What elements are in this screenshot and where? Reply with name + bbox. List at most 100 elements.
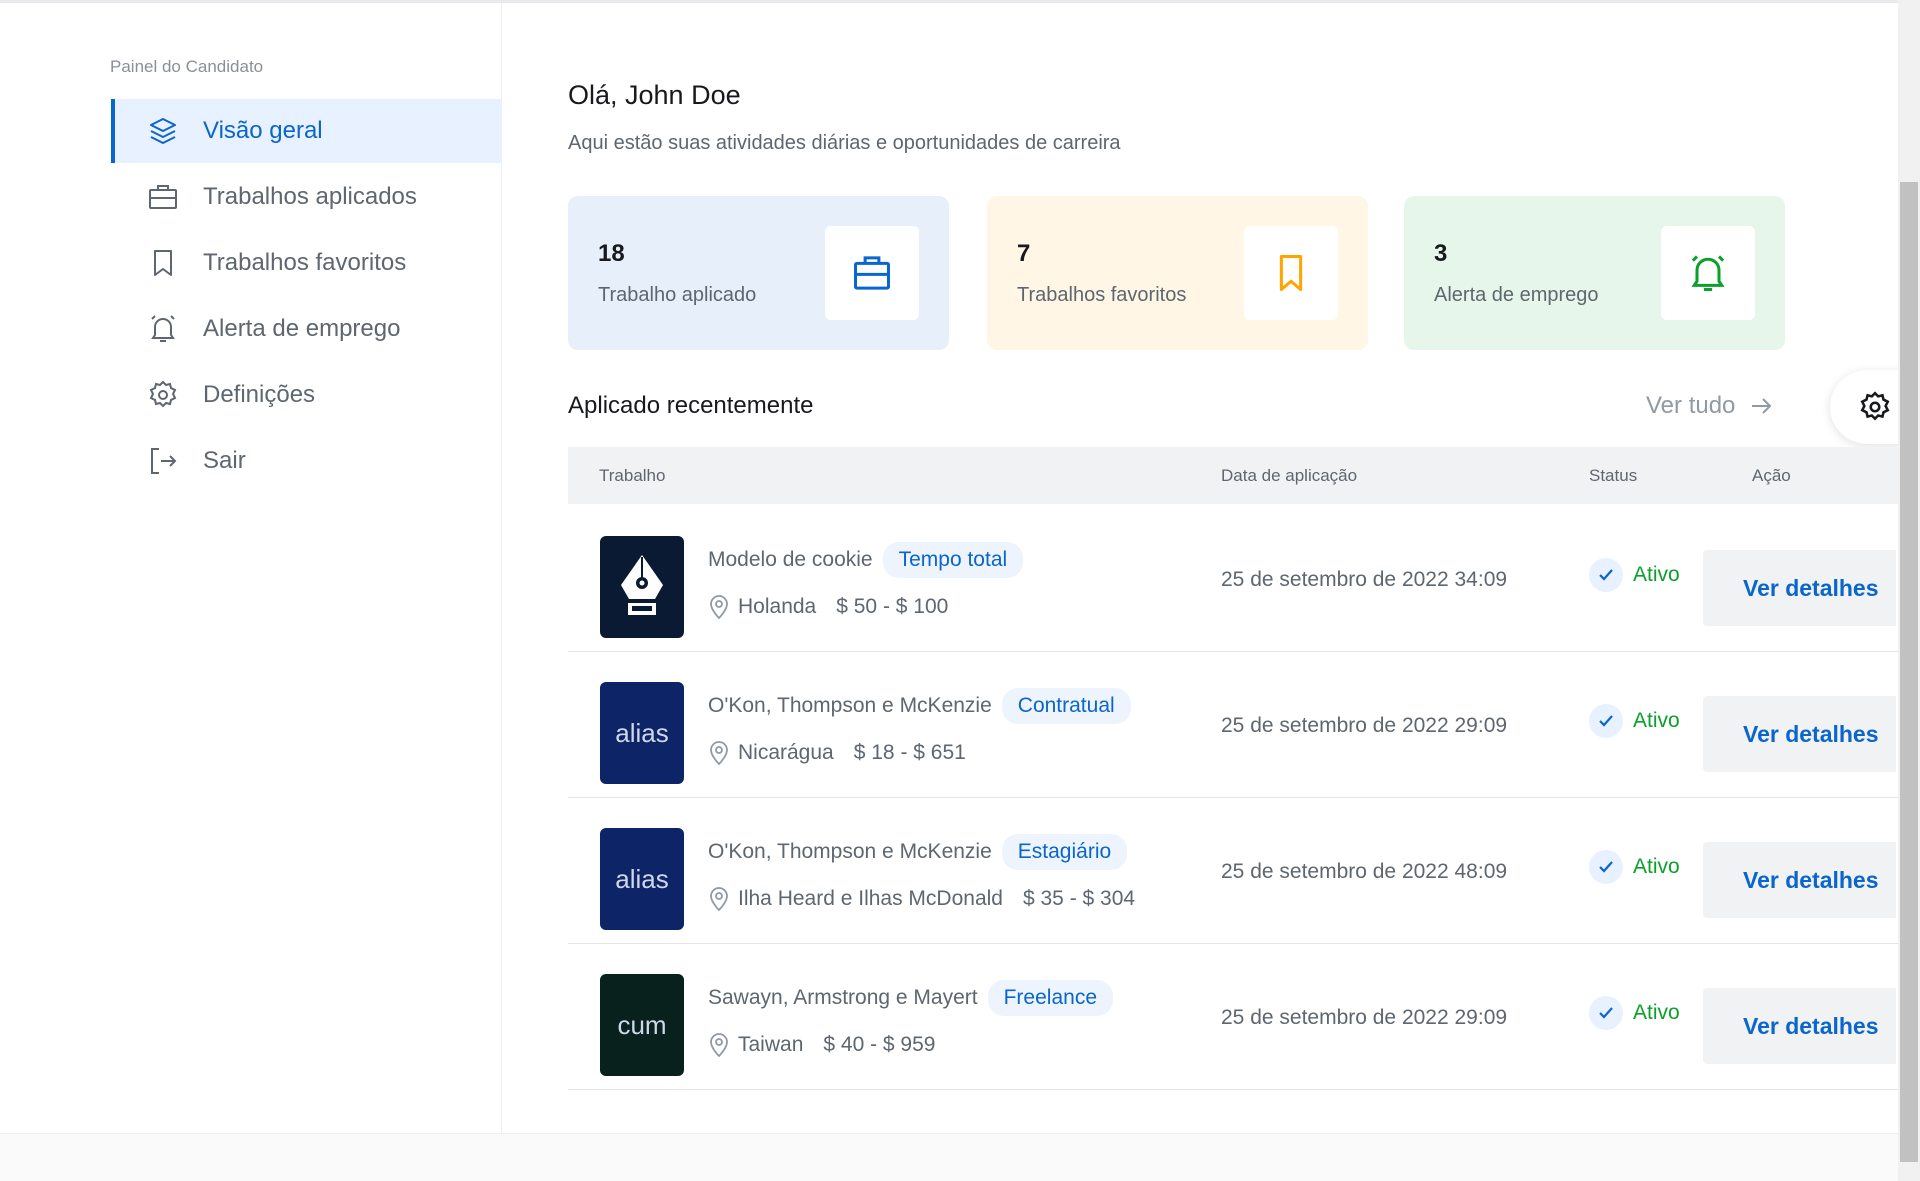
page-subtitle: Aqui estão suas atividades diárias e opo… [568, 132, 1121, 154]
sidebar-item-applied-jobs[interactable]: Trabalhos aplicados [111, 165, 502, 229]
page-title: Olá, John Doe [568, 80, 741, 110]
sidebar-nav: Visão geral Trabalhos aplicados Trabalho… [111, 99, 502, 495]
sidebar-item-job-alert[interactable]: Alerta de emprego [111, 297, 502, 361]
job-salary: $ 40 - $ 959 [823, 1033, 936, 1056]
stat-card-applied[interactable]: 18 Trabalho aplicado [568, 196, 949, 350]
section-title: Aplicado recentemente [568, 392, 814, 419]
stat-label: Alerta de emprego [1434, 284, 1599, 306]
application-date: 25 de setembro de 2022 29:09 [1221, 714, 1508, 737]
layers-icon [150, 118, 176, 144]
company-logo-text: cum [617, 1009, 667, 1040]
job-salary: $ 50 - $ 100 [836, 595, 949, 618]
job-title[interactable]: Sawayn, Armstrong e Mayert [708, 986, 978, 1009]
stat-value: 7 [1017, 240, 1031, 267]
company-logo: alias [600, 828, 684, 930]
col-job: Trabalho [599, 466, 666, 485]
sidebar-item-label: Visão geral [203, 117, 323, 144]
stat-card-favorites[interactable]: 7 Trabalhos favoritos [987, 196, 1368, 350]
job-title[interactable]: O'Kon, Thompson e McKenzie [708, 694, 992, 717]
status-badge: Ativo [1589, 996, 1680, 1030]
status-badge: Ativo [1589, 850, 1680, 884]
map-pin-icon [710, 1033, 728, 1058]
status-label: Ativo [1633, 563, 1680, 586]
stat-label: Trabalho aplicado [598, 284, 757, 306]
table-row: Modelo de cookie Tempo total Holanda $ 50 … [568, 506, 1898, 652]
company-logo-text: alias [615, 863, 669, 894]
status-badge: Ativo [1589, 704, 1680, 738]
job-title[interactable]: Modelo de cookie [708, 548, 873, 571]
sidebar-item-label: Trabalhos aplicados [203, 183, 417, 210]
view-details-button[interactable]: Ver detalhes [1703, 550, 1896, 626]
job-salary: $ 18 - $ 651 [853, 741, 966, 764]
col-action: Ação [1752, 466, 1791, 485]
job-title[interactable]: O'Kon, Thompson e McKenzie [708, 840, 992, 863]
table-row: cum Sawayn, Armstrong e Mayert Freelance … [568, 944, 1898, 1090]
application-date: 25 de setembro de 2022 48:09 [1221, 860, 1508, 883]
company-logo [600, 536, 684, 638]
sidebar-item-label: Definições [203, 381, 316, 408]
stat-value: 18 [598, 240, 625, 267]
stat-card-alerts[interactable]: 3 Alerta de emprego [1404, 196, 1785, 350]
sidebar-item-favorite-jobs[interactable]: Trabalhos favoritos [111, 231, 502, 295]
briefcase-icon [853, 256, 891, 290]
job-location: Taiwan [738, 1033, 804, 1056]
sidebar-item-label: Alerta de emprego [203, 315, 401, 342]
map-pin-icon [710, 887, 728, 912]
view-all-label: Ver tudo [1646, 392, 1736, 419]
job-salary: $ 35 - $ 304 [1022, 887, 1136, 910]
bookmark-icon [1279, 254, 1303, 292]
col-date: Data de aplicação [1221, 466, 1358, 485]
job-type-badge: Estagiário [1001, 834, 1128, 870]
status-label: Ativo [1633, 855, 1680, 878]
sidebar-item-logout[interactable]: Sair [111, 429, 502, 493]
table-row: alias O'Kon, Thompson e McKenzie Contratu… [568, 652, 1898, 798]
company-logo-text: alias [615, 717, 669, 748]
sidebar-title: Painel do Candidato [110, 57, 264, 76]
company-logo: cum [600, 974, 684, 1076]
check-icon [1599, 861, 1613, 873]
settings-float-button[interactable] [1830, 370, 1910, 444]
table-header: Trabalho Data de aplicação Status Ação [568, 447, 1898, 504]
job-location: Ilha Heard e Ilhas McDonald [738, 887, 1003, 910]
gear-icon [149, 380, 177, 408]
scrollbar-thumb[interactable] [1900, 182, 1918, 1162]
job-type-badge: Contratual [1001, 688, 1131, 724]
view-details-button[interactable]: Ver detalhes [1703, 842, 1896, 918]
stat-value: 3 [1434, 240, 1448, 267]
sidebar-item-label: Trabalhos favoritos [203, 249, 407, 276]
job-location: Nicarágua [738, 741, 834, 764]
bookmark-icon [154, 250, 172, 276]
view-details-button[interactable]: Ver detalhes [1703, 696, 1896, 772]
view-details-button[interactable]: Ver detalhes [1703, 988, 1896, 1064]
map-pin-icon [710, 741, 728, 766]
job-type-badge: Tempo total [882, 542, 1024, 578]
job-location: Holanda [738, 595, 817, 618]
table-row: alias O'Kon, Thompson e McKenzie Estagiár… [568, 798, 1898, 944]
footer-strip [0, 1133, 1898, 1181]
pen-tool-icon [621, 555, 663, 615]
stat-label: Trabalhos favoritos [1017, 284, 1187, 306]
check-icon [1599, 569, 1613, 581]
check-icon [1599, 1007, 1613, 1019]
arrow-right-icon [1752, 398, 1772, 414]
bell-icon [1691, 255, 1725, 292]
col-status: Status [1589, 466, 1638, 485]
gear-icon [1860, 391, 1890, 421]
bell-icon [151, 315, 175, 342]
sidebar-item-label: Sair [203, 447, 246, 474]
sidebar: Painel do Candidato Visão geral Trabalho… [0, 3, 502, 1133]
status-label: Ativo [1633, 1001, 1680, 1024]
briefcase-icon [149, 185, 177, 209]
sidebar-item-settings[interactable]: Definições [111, 363, 502, 427]
application-date: 25 de setembro de 2022 34:09 [1221, 568, 1508, 591]
application-date: 25 de setembro de 2022 29:09 [1221, 1006, 1508, 1029]
check-icon [1599, 715, 1613, 727]
sidebar-item-overview[interactable]: Visão geral [111, 99, 502, 163]
status-badge: Ativo [1589, 558, 1680, 592]
top-border [0, 0, 1898, 3]
sign-out-icon [151, 448, 177, 474]
status-label: Ativo [1633, 709, 1680, 732]
view-all-link[interactable]: Ver tudo [1646, 392, 1773, 420]
job-type-badge: Freelance [987, 980, 1113, 1016]
company-logo: alias [600, 682, 684, 784]
